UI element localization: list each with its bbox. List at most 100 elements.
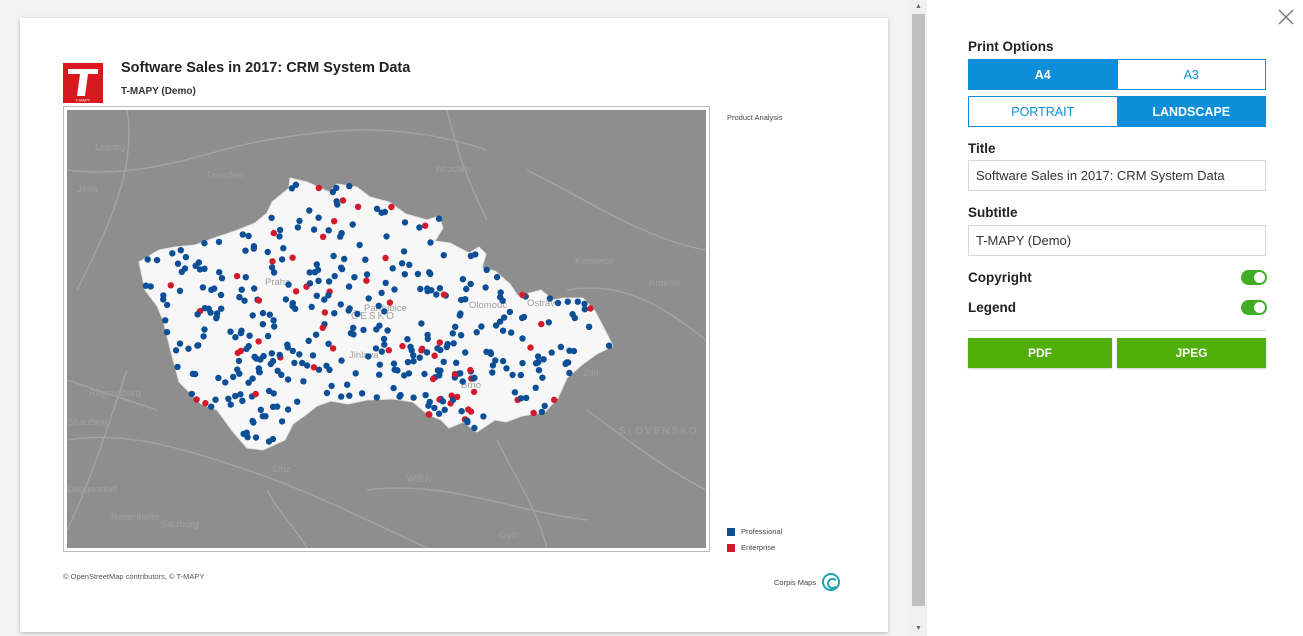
sales-point — [422, 222, 429, 229]
sales-point — [315, 214, 322, 221]
sales-point — [325, 278, 333, 285]
sales-point — [398, 260, 406, 267]
sales-point — [410, 358, 417, 365]
sales-point — [467, 280, 474, 288]
sales-point — [517, 395, 525, 402]
sales-point — [480, 413, 487, 420]
map-copyright: © OpenStreetMap contributors, © T-MAPY — [63, 572, 205, 581]
sales-point — [406, 261, 413, 268]
sales-point — [144, 256, 151, 263]
scroll-thumb[interactable] — [912, 14, 925, 606]
map-view[interactable]: Leipzig Dresden Jena Wroclaw Katowice Kr… — [67, 110, 706, 548]
svg-text:Katowice: Katowice — [575, 256, 614, 267]
sales-point — [346, 392, 353, 399]
sales-point — [235, 357, 243, 365]
sales-point — [271, 323, 278, 330]
paper-a4-button[interactable]: A4 — [969, 60, 1117, 89]
sales-point — [289, 347, 296, 355]
sales-point — [192, 262, 199, 269]
logo-text: T-MAPY — [76, 98, 91, 103]
sales-point — [423, 349, 431, 356]
sales-point — [174, 260, 182, 267]
sales-point — [365, 295, 372, 302]
sales-point — [251, 285, 258, 292]
sales-point — [243, 345, 250, 353]
preview-scrollbar[interactable]: ▲ ▼ — [910, 0, 927, 636]
title-input[interactable] — [968, 160, 1266, 191]
sales-point — [323, 389, 331, 397]
sales-point — [506, 308, 514, 316]
legend-label: Legend — [968, 300, 1017, 315]
sales-point — [464, 418, 471, 426]
export-jpeg-button[interactable]: JPEG — [1117, 338, 1266, 368]
sales-point — [308, 303, 315, 311]
legend-swatch-professional — [727, 527, 735, 536]
sales-point — [185, 345, 192, 352]
sales-point — [605, 342, 613, 349]
sales-point — [250, 243, 258, 250]
sales-point — [299, 359, 306, 367]
close-icon[interactable] — [1277, 8, 1295, 26]
sales-point — [306, 207, 313, 214]
sales-point — [435, 410, 443, 417]
sales-point — [520, 313, 528, 321]
subtitle-label: Subtitle — [968, 205, 1018, 220]
sales-point — [585, 323, 593, 330]
sales-point — [540, 356, 547, 363]
orientation-landscape-button[interactable]: LANDSCAPE — [1116, 97, 1265, 126]
sales-point — [265, 387, 273, 395]
sales-point — [284, 376, 292, 383]
print-options-panel: Print Options A4 A3 PORTRAIT LANDSCAPE T… — [927, 0, 1303, 636]
copyright-toggle[interactable] — [1241, 270, 1267, 285]
sales-point — [276, 233, 283, 240]
sales-point — [174, 363, 181, 371]
sales-point — [309, 352, 317, 359]
sales-point — [194, 311, 201, 318]
sales-point — [360, 326, 367, 334]
orientation-portrait-button[interactable]: PORTRAIT — [969, 97, 1117, 126]
export-pdf-button[interactable]: PDF — [968, 338, 1112, 368]
sales-point — [429, 375, 437, 383]
sales-point — [215, 238, 223, 246]
sales-point — [434, 345, 441, 352]
paper-a3-button[interactable]: A3 — [1116, 60, 1265, 89]
sales-point — [470, 375, 477, 382]
orientation-selector: PORTRAIT LANDSCAPE — [968, 96, 1266, 127]
sales-point — [296, 217, 303, 225]
sales-point — [310, 364, 318, 371]
sales-point — [337, 233, 344, 240]
sales-point — [489, 369, 496, 376]
sales-point — [196, 266, 204, 273]
sales-point — [436, 285, 444, 292]
sales-point — [363, 277, 370, 284]
subtitle-input[interactable] — [968, 225, 1266, 256]
sales-point — [306, 269, 313, 276]
legend-toggle[interactable] — [1241, 300, 1267, 315]
sales-point — [292, 181, 300, 188]
sales-point — [564, 298, 571, 305]
sales-point — [418, 347, 425, 354]
sales-point — [237, 391, 244, 398]
scroll-down-arrow[interactable]: ▼ — [915, 625, 922, 632]
sales-point — [383, 233, 390, 240]
sales-point — [563, 359, 570, 366]
sales-point — [363, 271, 371, 278]
sales-point — [172, 347, 180, 354]
sales-point — [356, 241, 363, 249]
sales-point — [265, 438, 273, 445]
sales-point — [213, 310, 221, 317]
sales-point — [346, 305, 353, 312]
sales-point — [268, 350, 275, 357]
credit-text: Corpis Maps — [774, 577, 817, 587]
sales-point — [321, 296, 328, 303]
sales-point — [376, 322, 383, 329]
sales-point — [249, 375, 256, 382]
sales-point — [362, 256, 369, 263]
sales-point — [454, 393, 461, 401]
sales-point — [162, 317, 169, 324]
scroll-up-arrow[interactable]: ▲ — [915, 3, 922, 10]
sales-point — [424, 287, 431, 295]
sales-point — [325, 227, 332, 234]
sales-point — [401, 271, 408, 278]
